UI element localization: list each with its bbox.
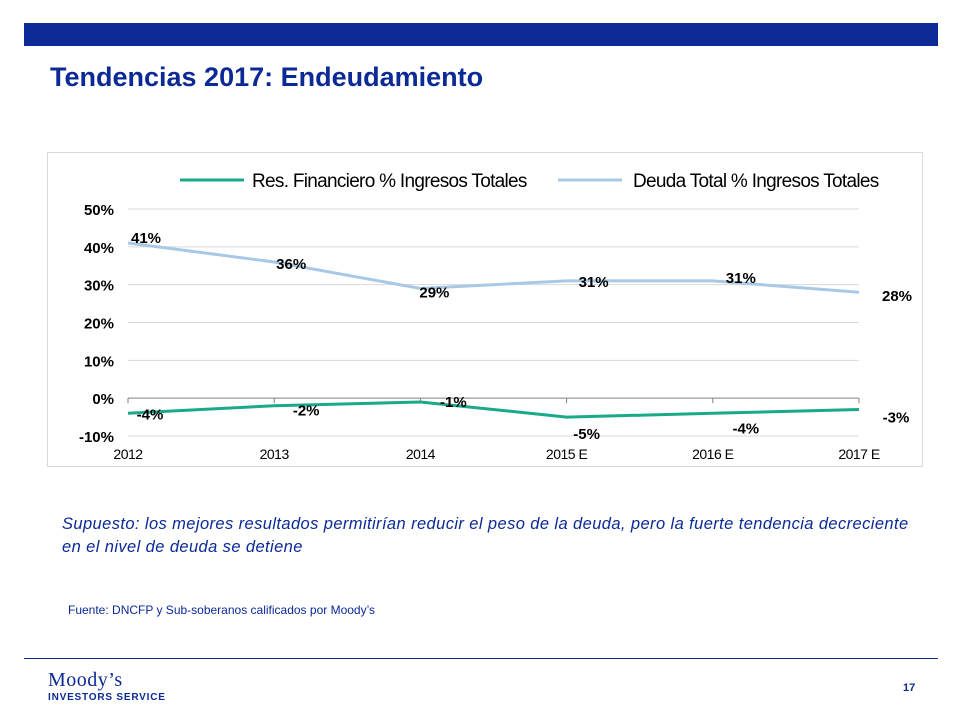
data-label: -1% — [440, 394, 467, 411]
logo-main-text: Moody’s — [48, 669, 123, 691]
x-tick-label: 2014 — [406, 446, 436, 462]
logo-sub-text: INVESTORS SERVICE — [48, 692, 166, 703]
data-label: -4% — [732, 420, 759, 437]
moodys-logo: Moody’s INVESTORS SERVICE — [48, 670, 166, 703]
data-label: -3% — [883, 410, 910, 427]
series-line-res-financiero — [127, 400, 860, 419]
x-tick-label: 2016 E — [692, 446, 734, 462]
data-label: 31% — [726, 270, 756, 287]
y-tick-label: 10% — [84, 353, 114, 370]
x-tick-label: 2017 E — [838, 446, 880, 462]
page-number: 17 — [903, 682, 916, 694]
legend-label: Deuda Total % Ingresos Totales — [633, 171, 879, 192]
data-label: -2% — [293, 403, 320, 420]
y-tick-label: 20% — [84, 316, 114, 333]
assumption-note: Supuesto: los mejores resultados permiti… — [62, 515, 909, 556]
line-chart: 50% 40% 30% 20% 10% 0% -10%2012 2013 2014 2015 E 2… — [79, 171, 912, 462]
x-tick-label: 2012 — [113, 446, 143, 462]
page-title: Tendencias 2017: Endeudamiento — [50, 62, 484, 92]
data-label: 29% — [419, 284, 449, 301]
source-note: Fuente: DNCFP y Sub-soberanos calificado… — [68, 603, 376, 617]
series-line-deuda-total — [127, 241, 860, 294]
data-label: 28% — [882, 288, 912, 305]
data-label: 41% — [131, 230, 161, 247]
y-tick-label: 30% — [84, 278, 114, 295]
top-accent-bar — [24, 23, 938, 46]
y-tick-label: 50% — [84, 202, 114, 219]
y-tick-label: 0% — [92, 391, 114, 408]
y-tick-label: -10% — [79, 429, 114, 446]
y-tick-label: 40% — [84, 240, 114, 257]
chart-frame: 50% 40% 30% 20% 10% 0% -10% 2012 2013 2014 2015 E 2… — [47, 152, 923, 467]
data-label: -4% — [137, 406, 164, 423]
data-label: -5% — [573, 426, 600, 443]
legend-label: Res. Financiero % Ingresos Totales — [252, 171, 527, 192]
footer-rule — [24, 658, 938, 659]
data-label: 31% — [579, 274, 609, 291]
x-tick-label: 2015 E — [546, 446, 588, 462]
x-tick-label: 2013 — [260, 446, 290, 462]
data-label: 36% — [276, 256, 306, 273]
